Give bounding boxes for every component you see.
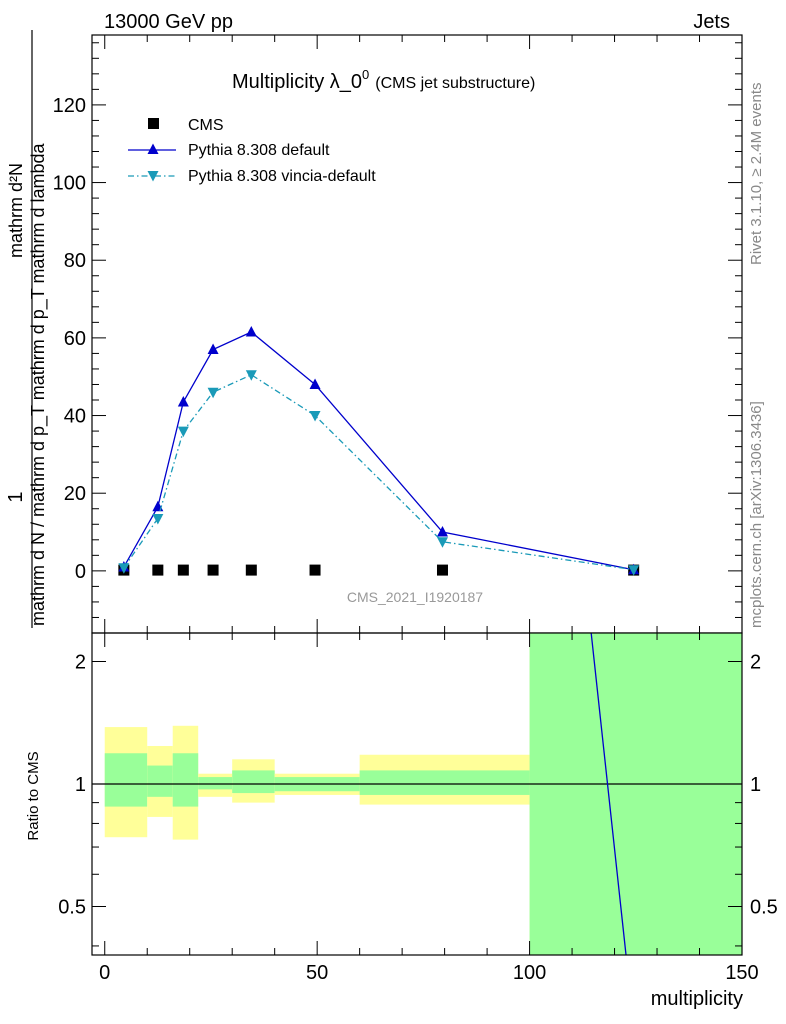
cms-data-point bbox=[177, 564, 189, 576]
ratio-y-tick-label: 1 bbox=[75, 774, 86, 796]
y-tick-label: 20 bbox=[64, 483, 86, 505]
point-vincia bbox=[245, 370, 257, 381]
chart-subtitle: (CMS jet substructure) bbox=[375, 75, 535, 92]
mcplots-label: mcplots.cern.ch [arXiv:1306.3436] bbox=[748, 401, 765, 628]
y-tick-label: 40 bbox=[64, 406, 86, 428]
header-jets: Jets bbox=[693, 11, 730, 33]
ratio-x-axis: 0 50 100 150 bbox=[99, 633, 759, 984]
uncertainty-band-green bbox=[359, 770, 530, 795]
y-tick-label: 100 bbox=[53, 173, 86, 195]
uncertainty-band-green bbox=[172, 753, 199, 807]
chart-title-main: Multiplicity λ_0 bbox=[232, 71, 362, 93]
point-default bbox=[309, 378, 321, 389]
point-vincia bbox=[628, 565, 640, 576]
header-energy: 13000 GeV pp bbox=[104, 11, 233, 33]
chart-title-superscript: 0 bbox=[362, 67, 369, 82]
y-tick-label: 120 bbox=[53, 95, 86, 117]
ratio-y-tick-label-right: 0.5 bbox=[750, 896, 778, 918]
ratio-uncertainty-bands bbox=[92, 633, 742, 955]
point-default bbox=[436, 526, 448, 537]
series-line-default bbox=[123, 331, 634, 571]
ratio-y-tick-label: 0.5 bbox=[58, 896, 86, 918]
y-label-numerator-right: mathrm d²N bbox=[6, 163, 26, 258]
point-default bbox=[177, 395, 189, 407]
ratio-plot-frame bbox=[91, 632, 743, 956]
point-default bbox=[245, 326, 257, 337]
point-default bbox=[207, 343, 219, 355]
point-vincia bbox=[118, 563, 130, 574]
main-series-layer bbox=[118, 326, 640, 576]
legend: CMS Pythia 8.308 default Pythia 8.308 vi… bbox=[128, 117, 376, 185]
point-vincia bbox=[207, 387, 219, 399]
uncertainty-band-green bbox=[198, 777, 233, 790]
uncertainty-band-green bbox=[104, 753, 148, 807]
ratio-y-axis-label: Ratio to CMS bbox=[25, 751, 42, 840]
ratio-series-layer bbox=[91, 632, 743, 956]
chart-title: Multiplicity λ_00 (CMS jet substructure) bbox=[232, 67, 535, 93]
point-vincia bbox=[177, 426, 189, 438]
x-tick-label: 50 bbox=[306, 962, 328, 984]
main-y-axis: 0 20 40 60 80 100 120 bbox=[53, 42, 742, 618]
uncertainty-band-green bbox=[147, 765, 173, 797]
ratio-y-axis: 0.5 0.5 1 1 2 2 bbox=[58, 652, 778, 947]
main-x-ticks bbox=[104, 35, 743, 633]
cms-data-point bbox=[152, 564, 164, 576]
ratio-y-tick-label-right: 1 bbox=[750, 774, 761, 796]
ratio-line-default bbox=[590, 632, 627, 956]
ratio-y-tick-label: 2 bbox=[75, 652, 86, 674]
legend-marker-vincia bbox=[147, 171, 159, 182]
legend-marker-cms bbox=[148, 118, 159, 129]
legend-label-vincia: Pythia 8.308 vincia-default bbox=[188, 168, 376, 185]
rivet-label: Rivet 3.1.10, ≥ 2.4M events bbox=[748, 83, 765, 266]
y-label-numerator: 1 bbox=[5, 491, 27, 502]
x-tick-label: 100 bbox=[513, 962, 546, 984]
main-y-axis-label: 1 mathrm d N / mathrm d p_T mathrm d p_T… bbox=[5, 30, 49, 628]
y-tick-label: 0 bbox=[75, 561, 86, 583]
cms-data-point bbox=[207, 564, 219, 576]
legend-marker-default bbox=[147, 143, 159, 154]
y-label-denominator: mathrm d N / mathrm d p_T mathrm d p_T m… bbox=[28, 143, 49, 626]
analysis-watermark: CMS_2021_I1920187 bbox=[347, 589, 483, 605]
legend-label-cms: CMS bbox=[188, 117, 224, 134]
point-vincia bbox=[436, 537, 448, 548]
x-tick-label: 0 bbox=[99, 962, 110, 984]
uncertainty-band-green bbox=[529, 633, 742, 955]
cms-data-point bbox=[245, 564, 257, 576]
y-tick-label: 60 bbox=[64, 328, 86, 350]
point-vincia bbox=[152, 513, 164, 525]
ratio-y-tick-label-right: 2 bbox=[750, 652, 761, 674]
point-vincia bbox=[309, 411, 321, 422]
y-tick-label: 80 bbox=[64, 250, 86, 272]
legend-label-default: Pythia 8.308 default bbox=[188, 142, 330, 159]
cms-data-point bbox=[309, 564, 321, 576]
cms-data-point bbox=[436, 564, 448, 576]
x-axis-label: multiplicity bbox=[651, 988, 743, 1010]
uncertainty-band-green bbox=[232, 770, 275, 794]
x-tick-label: 150 bbox=[725, 962, 758, 984]
ratio-panel: 0.5 0.5 1 1 2 2 0 50 100 150 Ratio to CMS multip… bbox=[25, 632, 778, 1010]
series-line-vincia bbox=[123, 374, 634, 571]
